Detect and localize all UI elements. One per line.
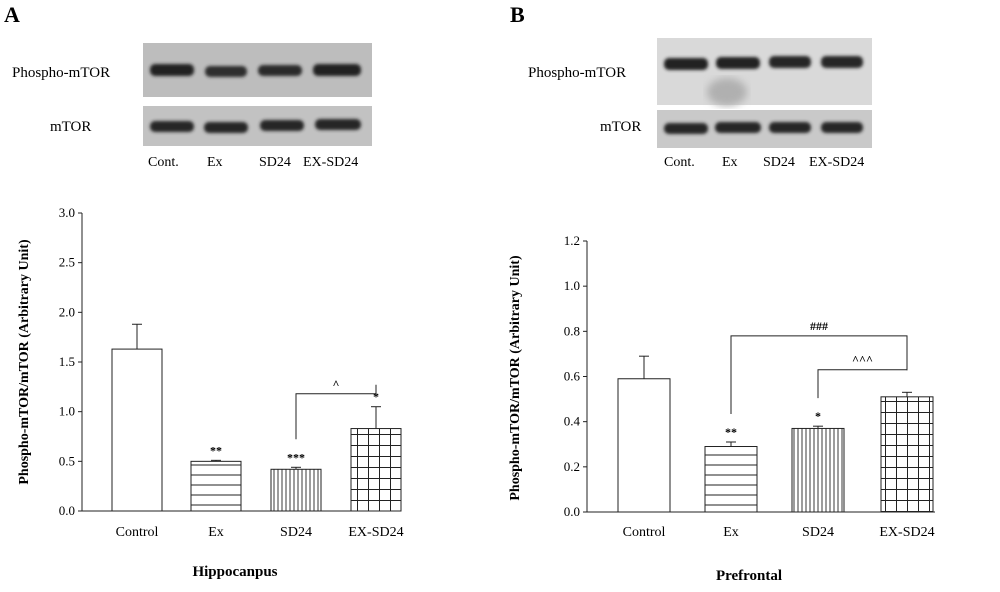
chart-a-category-label: SD24	[280, 525, 312, 540]
chart-b-ytick-label: 0.2	[564, 459, 580, 474]
chart-a-significance-mark: **	[210, 443, 222, 457]
blot-a-lane-4: EX-SD24	[303, 155, 358, 170]
chart-a-category-label: Control	[116, 525, 159, 540]
chart-a-bar-ex	[190, 460, 242, 512]
blot-b-lane-1: Cont.	[664, 155, 695, 170]
chart-b-bar-ex	[704, 446, 758, 513]
chart-a-region-label: Hippocanpus	[192, 564, 277, 580]
blot-b-row-phospho-label: Phospho-mTOR	[528, 65, 626, 81]
chart-a-ytick-label: 2.5	[59, 255, 75, 270]
blot-b: Phospho-mTOR mTOR Cont. Ex SD24 EX-SD24	[528, 38, 872, 170]
blot-a-lane-1: Cont.	[148, 155, 179, 170]
chart-b-category-label: EX-SD24	[879, 525, 934, 540]
blot-b-band-m-3	[769, 122, 811, 133]
chart-a-significance-mark: *	[373, 390, 379, 404]
panel-b-letter: B	[510, 2, 525, 27]
blot-b-band-m-1	[664, 123, 708, 134]
blot-a-band-p-3	[258, 65, 302, 76]
blot-a-row-mtor-label: mTOR	[50, 119, 91, 135]
chart-b-ytick-label: 0.8	[564, 323, 580, 338]
blot-a-lane-3: SD24	[259, 155, 291, 170]
blot-b-membrane-phospho	[657, 38, 872, 105]
chart-a-bar-control	[111, 348, 163, 512]
chart-b-ytick-label: 0.4	[564, 414, 581, 429]
blot-a-lane-2: Ex	[207, 155, 223, 170]
chart-a-ytick-label: 2.0	[59, 304, 75, 319]
blot-a-band-m-1	[150, 121, 194, 132]
chart-a-category-label: EX-SD24	[348, 525, 403, 540]
chart-b-ytick-label: 1.0	[564, 278, 580, 293]
panel-a: A Phospho-mTOR mTOR Cont. Ex SD24 EX-SD2…	[4, 2, 404, 580]
blot-a: Phospho-mTOR mTOR Cont. Ex SD24 EX-SD24	[12, 43, 372, 170]
blot-b-lane-2: Ex	[722, 155, 738, 170]
panel-b: B Phospho-mTOR mTOR Cont. Ex SD24 EX-SD2…	[508, 2, 935, 584]
blot-a-band-m-3	[260, 120, 304, 131]
chart-b-bracket-label: ^^^	[852, 353, 873, 367]
blot-b-lane-4: EX-SD24	[809, 155, 864, 170]
blot-a-band-m-2	[204, 122, 248, 133]
blot-a-band-m-4	[315, 119, 361, 130]
blot-a-band-p-1	[150, 64, 194, 76]
blot-b-smudge	[707, 78, 747, 106]
chart-b-region-label: Prefrontal	[716, 568, 782, 584]
chart-b-category-label: Control	[623, 525, 666, 540]
chart-a-bar-sd24	[270, 468, 322, 512]
blot-a-band-p-4	[313, 64, 361, 76]
chart-a-comparison-bracket	[295, 384, 377, 440]
chart-a-bracket-label: ^	[333, 377, 340, 391]
chart-a-ytick-label: 1.0	[59, 404, 75, 419]
blot-b-band-p-2	[716, 57, 760, 69]
chart-b-bar-ex-sd24	[880, 396, 934, 513]
chart-b-comparison-bracket	[730, 335, 908, 414]
chart-b-ytick-label: 1.2	[564, 233, 580, 248]
chart-b-bar-control	[617, 378, 671, 513]
chart-a: 0.0 0.5 1.0 1.5 2.0 2.5 3.0 Phospho-mTOR/mTOR (…	[17, 205, 404, 540]
chart-b-ytick-label: 0.0	[564, 504, 580, 519]
blot-a-row-phospho-label: Phospho-mTOR	[12, 65, 110, 81]
blot-b-row-mtor-label: mTOR	[600, 119, 641, 135]
chart-b-ytick-label: 0.6	[564, 369, 581, 384]
chart-b-ylabel: Phospho-mTOR/mTOR (Arbitrary Unit)	[508, 255, 523, 501]
blot-b-lane-3: SD24	[763, 155, 795, 170]
chart-b-significance-mark: *	[815, 409, 821, 423]
chart-b-bracket-label: ###	[810, 319, 828, 333]
chart-a-category-label: Ex	[208, 525, 224, 540]
chart-a-ytick-label: 0.5	[59, 453, 75, 468]
chart-b: 0.0 0.2 0.4 0.6 0.8 1.0 1.2 Phospho-mTOR/mTOR (…	[508, 233, 935, 540]
chart-b-category-label: SD24	[802, 525, 834, 540]
blot-b-band-m-2	[715, 122, 761, 133]
chart-a-ylabel: Phospho-mTOR/mTOR (Arbitrary Unit)	[17, 239, 32, 485]
chart-b-bar-sd24	[791, 427, 845, 513]
chart-a-ytick-label: 0.0	[59, 503, 75, 518]
blot-a-band-p-2	[205, 66, 247, 77]
chart-a-ytick-label: 1.5	[59, 354, 75, 369]
panel-a-letter: A	[4, 2, 20, 27]
blot-b-band-p-3	[769, 56, 811, 68]
blot-b-band-m-4	[821, 122, 863, 133]
chart-b-category-label: Ex	[723, 525, 739, 540]
chart-a-significance-mark: ***	[287, 450, 305, 464]
chart-b-comparison-bracket	[817, 369, 908, 399]
chart-a-ytick-label: 3.0	[59, 205, 75, 220]
chart-b-significance-mark: **	[725, 425, 737, 439]
blot-b-band-p-4	[821, 56, 863, 68]
blot-b-band-p-1	[664, 58, 708, 70]
chart-a-bar-ex-sd24	[350, 428, 402, 512]
